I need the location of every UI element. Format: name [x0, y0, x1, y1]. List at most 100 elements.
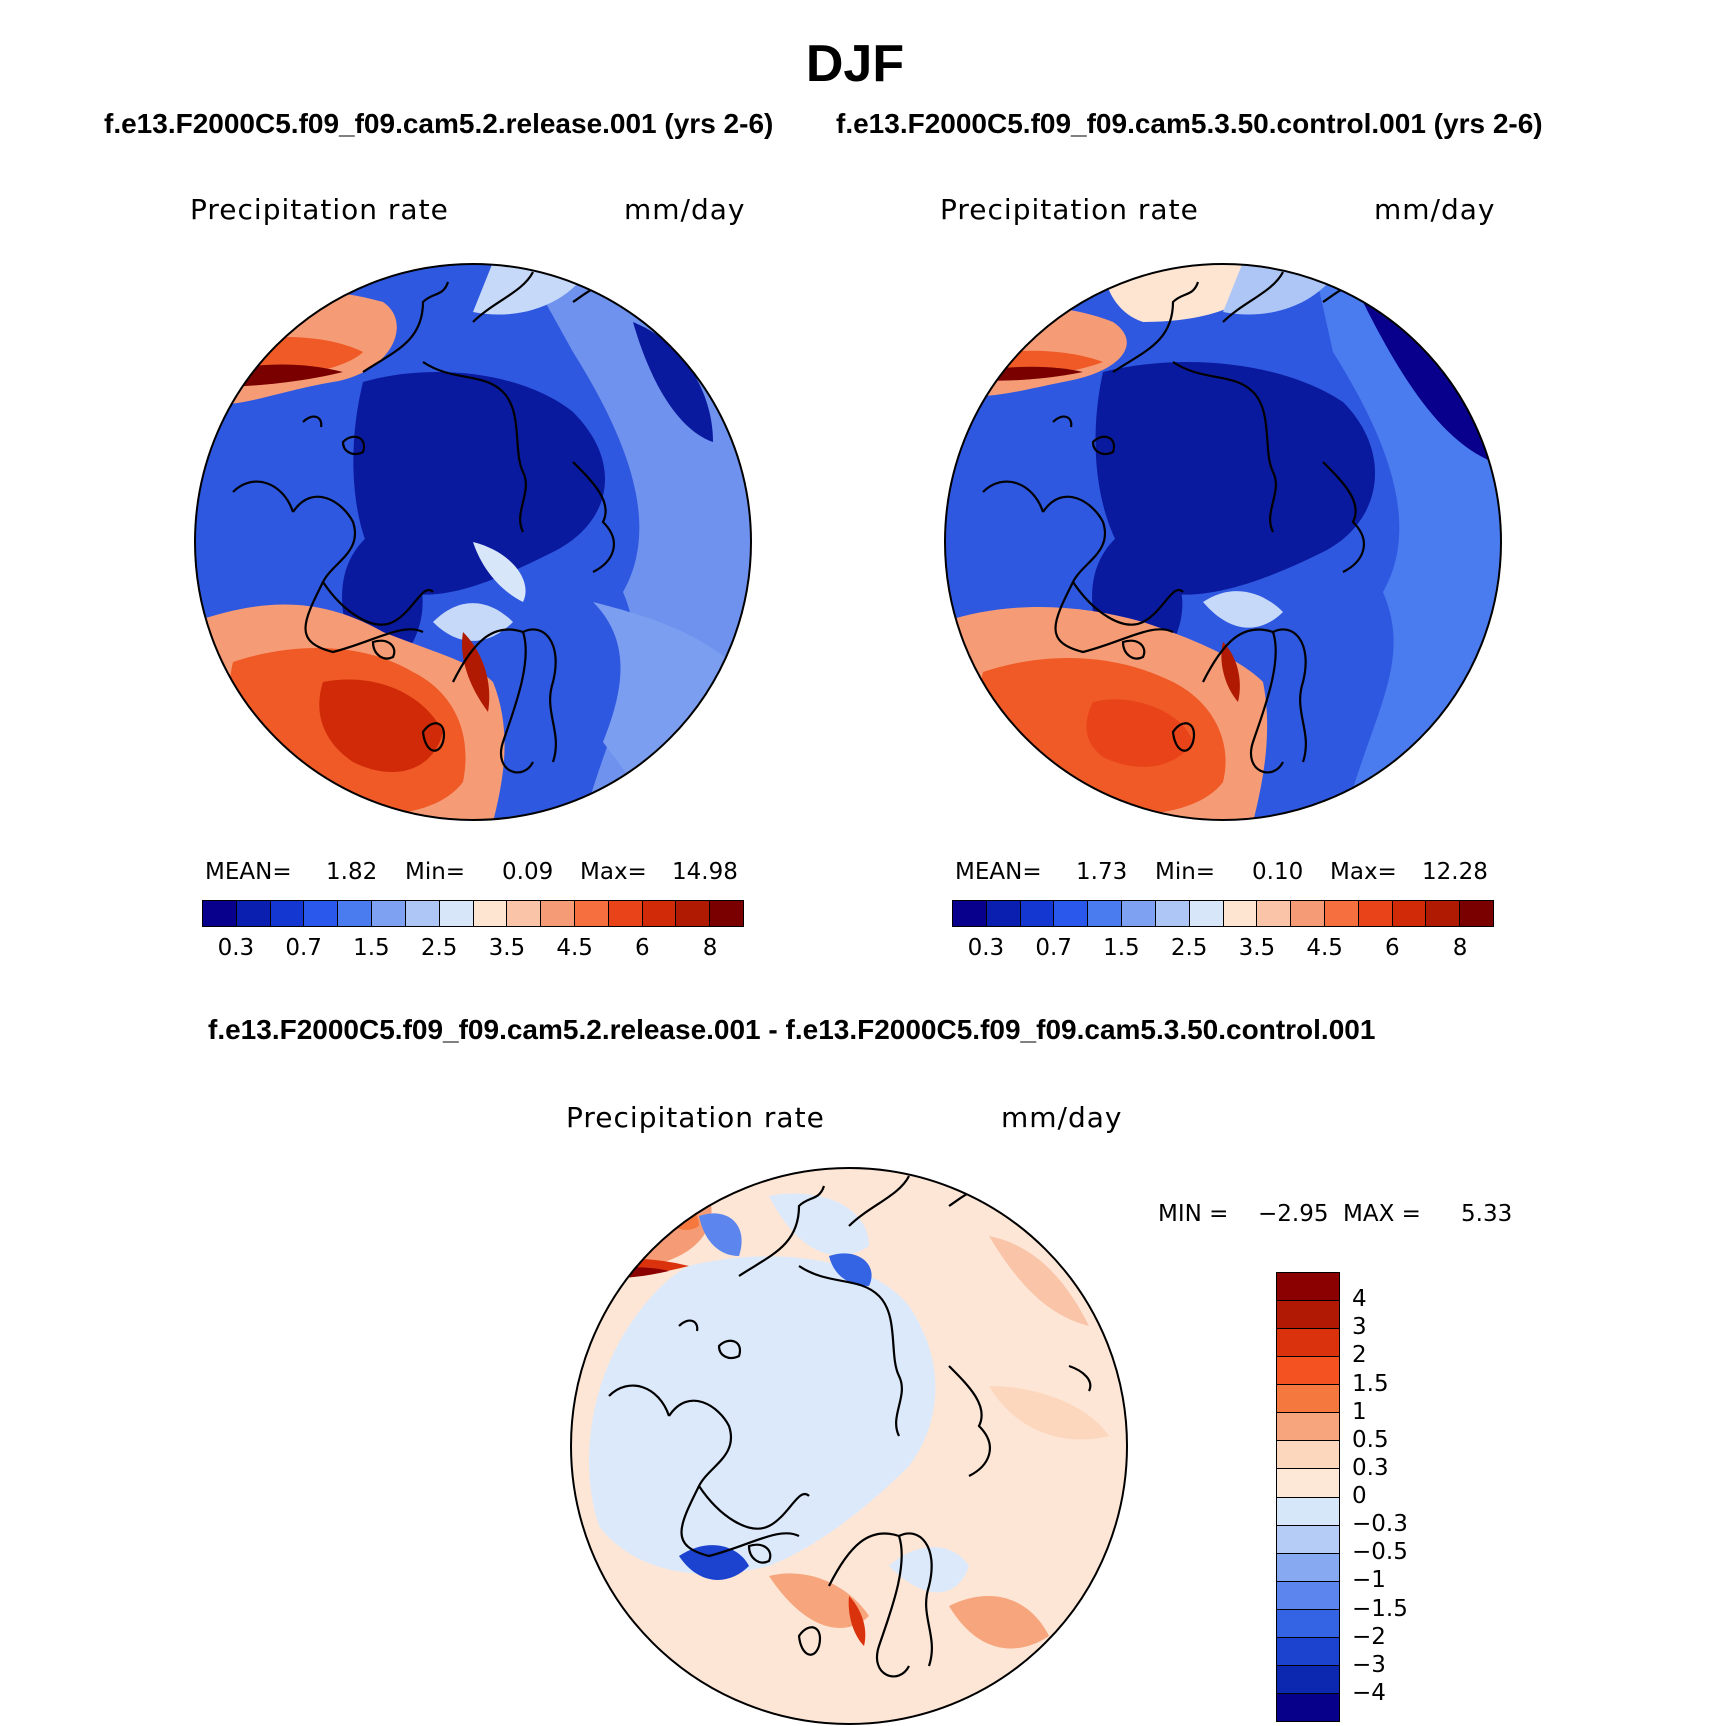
- colorbar-swatch: [303, 901, 338, 926]
- colorbar-swatch: [540, 901, 574, 926]
- panel1-min-label: Min=: [405, 859, 466, 885]
- colorbar-tick-label: 1.5: [1103, 935, 1140, 961]
- colorbar-tick-label: 8: [1452, 935, 1468, 961]
- panel1-variable-label: Precipitation rate: [190, 193, 449, 226]
- colorbar-swatch: [1277, 1440, 1339, 1469]
- panel1-min-value: 0.09: [502, 859, 554, 885]
- colorbar-swatch: [1459, 901, 1493, 926]
- colorbar-tick-label: 1.5: [1352, 1370, 1389, 1397]
- colorbar-tick-label: 0.3: [967, 935, 1005, 961]
- diff-polar-map: [570, 1167, 1128, 1725]
- colorbar-tick-label: 1.5: [353, 935, 390, 961]
- colorbar-swatch: [472, 901, 507, 926]
- colorbar-tick-label: 6: [1385, 935, 1400, 961]
- colorbar-tick-label: 3: [1352, 1314, 1367, 1341]
- colorbar-tick-label: 0.5: [1352, 1426, 1389, 1453]
- diff-max-value: 5.33: [1461, 1201, 1513, 1227]
- colorbar-swatch: [1277, 1580, 1339, 1609]
- colorbar-tick-label: −0.5: [1352, 1539, 1408, 1566]
- colorbar-swatch: [1277, 1524, 1339, 1553]
- colorbar-swatch: [1154, 901, 1189, 926]
- colorbar-tick-label: 1: [1352, 1398, 1367, 1425]
- colorbar-tick-label: 2.5: [1170, 935, 1208, 961]
- colorbar-swatch: [1277, 1273, 1339, 1301]
- panel1-mean-label: MEAN=: [205, 859, 292, 885]
- colorbar-swatch: [1121, 901, 1155, 926]
- colorbar-tick-label: 2: [1352, 1342, 1367, 1369]
- colorbar-swatch: [1357, 901, 1392, 926]
- panel2-min-label: Min=: [1155, 859, 1216, 885]
- colorbar-tick-label: −1: [1352, 1567, 1386, 1594]
- panel1-colorbar-labels: 0.3 0.7 1.5 2.5 3.5 4.5 6 8: [202, 935, 744, 965]
- figure-title: DJF: [805, 35, 905, 93]
- colorbar-swatch: [1277, 1328, 1339, 1357]
- colorbar-swatch: [506, 901, 541, 926]
- colorbar-swatch: [607, 901, 642, 926]
- diff-units-label: mm/day: [1001, 1101, 1123, 1134]
- colorbar-swatch: [1256, 901, 1291, 926]
- colorbar-tick-label: 6: [635, 935, 650, 961]
- panel1-max-value: 14.98: [672, 859, 738, 885]
- colorbar-swatch: [1277, 1664, 1339, 1693]
- panel2-min-value: 0.10: [1252, 859, 1304, 885]
- panel1-mean-value: 1.82: [326, 859, 378, 885]
- panel1-units-label: mm/day: [624, 193, 746, 226]
- colorbar-swatch: [1188, 901, 1223, 926]
- colorbar-tick-label: −1.5: [1352, 1595, 1408, 1622]
- panel2-max-label: Max=: [1330, 859, 1397, 885]
- colorbar-tick-label: 2.5: [420, 935, 458, 961]
- panel2-variable-label: Precipitation rate: [940, 193, 1199, 226]
- panel2-units-label: mm/day: [1374, 193, 1496, 226]
- colorbar-swatch: [371, 901, 405, 926]
- colorbar-swatch: [1277, 1636, 1339, 1665]
- diff-max-label: MAX =: [1343, 1201, 1421, 1227]
- panel1-run-title: f.e13.F2000C5.f09_f09.cam5.2.release.001…: [104, 108, 774, 139]
- colorbar-tick-label: 0: [1352, 1483, 1367, 1509]
- colorbar-tick-label: 8: [702, 935, 718, 961]
- colorbar-swatch: [1019, 901, 1054, 926]
- diff-run-title: f.e13.F2000C5.f09_f09.cam5.2.release.001…: [208, 1014, 1376, 1045]
- panel2-colorbar-labels: 0.3 0.7 1.5 2.5 3.5 4.5 6 8: [952, 935, 1494, 965]
- colorbar-tick-label: 3.5: [488, 935, 526, 961]
- colorbar-tick-label: −0.3: [1352, 1511, 1408, 1538]
- colorbar-tick-label: 0.3: [217, 935, 255, 961]
- colorbar-swatch: [1277, 1608, 1339, 1637]
- diff-colorbar: [1276, 1272, 1340, 1722]
- colorbar-swatch: [1053, 901, 1088, 926]
- colorbar-swatch: [675, 901, 710, 926]
- panel2-polar-map: [944, 263, 1502, 821]
- colorbar-swatch: [1277, 1468, 1339, 1497]
- colorbar-swatch: [1277, 1356, 1339, 1385]
- colorbar-swatch: [1425, 901, 1460, 926]
- colorbar-swatch: [1277, 1384, 1339, 1413]
- colorbar-swatch: [235, 901, 270, 926]
- colorbar-tick-label: 4.5: [1306, 935, 1343, 961]
- colorbar-tick-label: 0.3: [1352, 1454, 1389, 1481]
- colorbar-swatch: [1277, 1300, 1339, 1329]
- colorbar-swatch: [985, 901, 1020, 926]
- colorbar-swatch: [953, 901, 986, 926]
- colorbar-swatch: [1391, 901, 1426, 926]
- colorbar-swatch: [1323, 901, 1358, 926]
- panel2-max-value: 12.28: [1422, 859, 1488, 885]
- diff-colorbar-labels: 4 3 2 1.5 1 0.5 0.3 0 −0.3 −0.5 −1 −1.5 −2 −3 −4: [1352, 1272, 1432, 1722]
- colorbar-swatch: [1290, 901, 1324, 926]
- colorbar-swatch: [1222, 901, 1257, 926]
- colorbar-swatch: [1277, 1412, 1339, 1441]
- colorbar-swatch: [1087, 901, 1122, 926]
- diff-min-label: MIN =: [1158, 1201, 1229, 1227]
- colorbar-tick-label: −4: [1352, 1679, 1386, 1706]
- colorbar-tick-label: 0.7: [1035, 935, 1072, 961]
- panel2-mean-value: 1.73: [1076, 859, 1128, 885]
- colorbar-tick-label: −3: [1352, 1651, 1386, 1678]
- colorbar-tick-label: 3.5: [1238, 935, 1276, 961]
- colorbar-swatch: [337, 901, 372, 926]
- colorbar-swatch: [1277, 1552, 1339, 1581]
- panel1-colorbar: [202, 900, 744, 927]
- colorbar-tick-label: −2: [1352, 1623, 1386, 1650]
- panel2-run-title: f.e13.F2000C5.f09_f09.cam5.3.50.control.…: [836, 108, 1543, 139]
- colorbar-swatch: [404, 901, 439, 926]
- panel1-max-label: Max=: [580, 859, 647, 885]
- panel1-polar-map: [194, 263, 752, 821]
- colorbar-swatch: [269, 901, 304, 926]
